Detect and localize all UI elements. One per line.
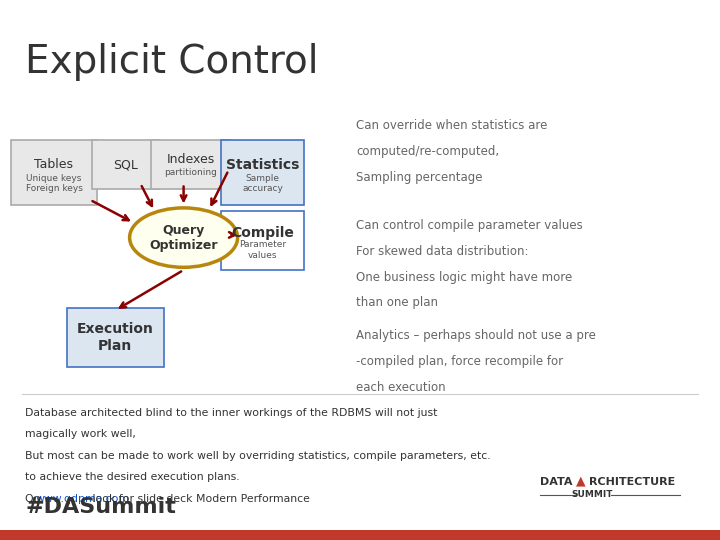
Text: But most can be made to work well by overriding statistics, compile parameters, : But most can be made to work well by ove… — [25, 451, 491, 461]
Text: Unique keys
Foreign keys: Unique keys Foreign keys — [26, 174, 82, 193]
Text: #DASummit: #DASummit — [25, 497, 176, 517]
Text: to achieve the desired execution plans.: to achieve the desired execution plans. — [25, 472, 240, 483]
Text: Indexes: Indexes — [166, 152, 215, 166]
Text: SQL: SQL — [114, 158, 138, 171]
Text: Sample
accuracy: Sample accuracy — [243, 174, 283, 193]
Text: DATA: DATA — [540, 477, 572, 487]
Text: Parameter
values: Parameter values — [239, 240, 287, 260]
Text: ▲: ▲ — [576, 474, 585, 487]
Text: Analytics – perhaps should not use a pre: Analytics – perhaps should not use a pre — [356, 329, 596, 342]
Text: computed/re-computed,: computed/re-computed, — [356, 145, 500, 158]
Text: One business logic might have more: One business logic might have more — [356, 271, 572, 284]
Text: SUMMIT: SUMMIT — [572, 490, 613, 499]
Text: each execution: each execution — [356, 381, 446, 394]
Text: Query
Optimizer: Query Optimizer — [149, 224, 218, 252]
Text: Sampling percentage: Sampling percentage — [356, 171, 483, 184]
Text: Can override when statistics are: Can override when statistics are — [356, 119, 548, 132]
Text: For skewed data distribution:: For skewed data distribution: — [356, 245, 529, 258]
Text: Can control compile parameter values: Can control compile parameter values — [356, 219, 583, 232]
Text: – look for slide deck Modern Performance: – look for slide deck Modern Performance — [80, 494, 310, 504]
Text: On: On — [25, 494, 44, 504]
Text: than one plan: than one plan — [356, 296, 438, 309]
Bar — [0, 530, 720, 540]
Text: Explicit Control: Explicit Control — [25, 43, 319, 81]
Text: RCHITECTURE: RCHITECTURE — [589, 477, 675, 487]
FancyBboxPatch shape — [222, 211, 304, 270]
Text: -compiled plan, force recompile for: -compiled plan, force recompile for — [356, 355, 564, 368]
Text: Tables: Tables — [35, 158, 73, 171]
Text: www.qdpma.com: www.qdpma.com — [35, 494, 129, 504]
Text: partitioning: partitioning — [164, 168, 217, 177]
FancyBboxPatch shape — [11, 140, 97, 205]
Text: Execution
Plan: Execution Plan — [77, 322, 153, 353]
FancyBboxPatch shape — [222, 140, 304, 205]
Text: magically work well,: magically work well, — [25, 429, 136, 440]
FancyBboxPatch shape — [91, 140, 160, 189]
Text: Statistics: Statistics — [226, 158, 300, 172]
FancyBboxPatch shape — [151, 140, 230, 189]
Text: Database architected blind to the inner workings of the RDBMS will not just: Database architected blind to the inner … — [25, 408, 438, 418]
Ellipse shape — [130, 208, 238, 267]
Text: Compile: Compile — [231, 226, 294, 240]
FancyBboxPatch shape — [67, 308, 164, 367]
